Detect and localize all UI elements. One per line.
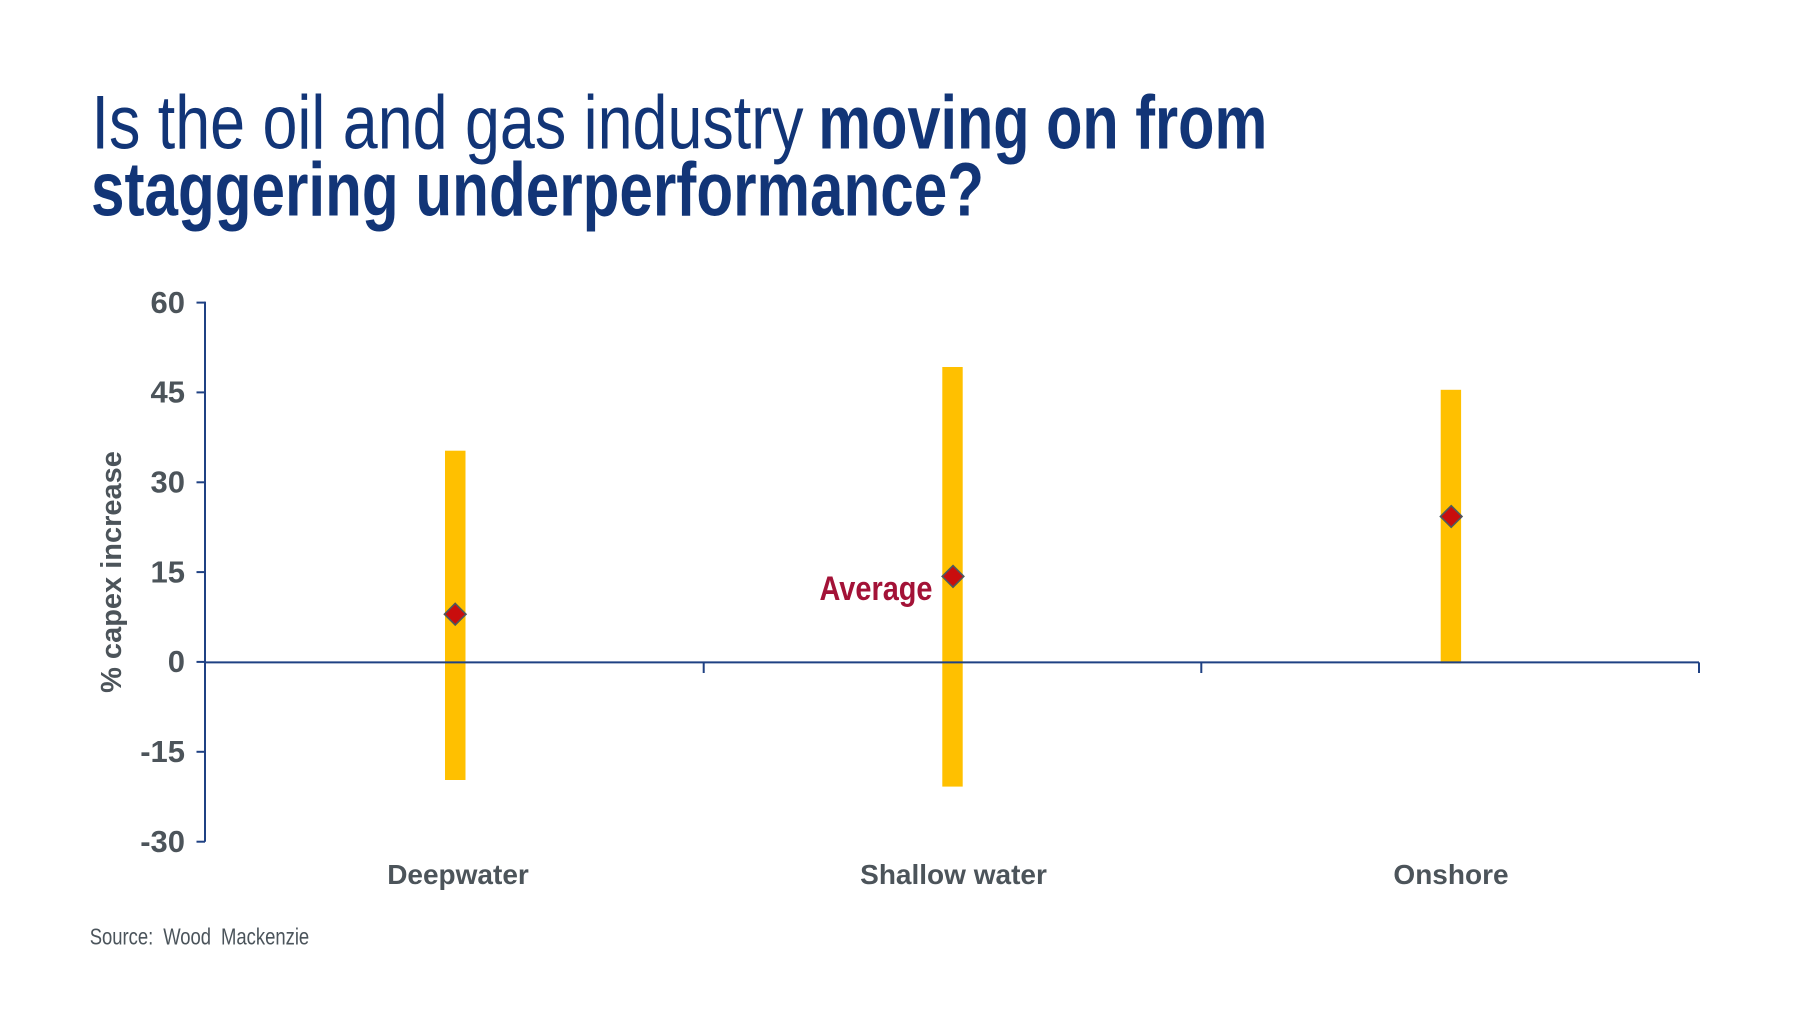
svg-text:0: 0 [168, 644, 185, 679]
svg-text:staggering underperformance?: staggering underperformance? [91, 148, 984, 233]
svg-text:-30: -30 [140, 824, 185, 859]
svg-text:45: 45 [151, 375, 185, 410]
svg-text:Onshore: Onshore [1393, 859, 1508, 890]
svg-text:Source: Wood Mackenzie: Source: Wood Mackenzie [90, 923, 310, 949]
svg-text:Shallow water: Shallow water [860, 859, 1047, 890]
svg-text:-15: -15 [140, 734, 185, 769]
svg-text:Deepwater: Deepwater [387, 859, 529, 890]
svg-text:60: 60 [151, 285, 185, 320]
svg-text:Is the oil and gas industry: Is the oil and gas industry [92, 81, 804, 166]
svg-text:% capex increase: % capex increase [96, 451, 128, 693]
svg-text:moving on from: moving on from [818, 81, 1267, 166]
svg-text:15: 15 [151, 554, 185, 589]
svg-text:30: 30 [151, 465, 185, 500]
svg-text:Average: Average [820, 570, 933, 608]
